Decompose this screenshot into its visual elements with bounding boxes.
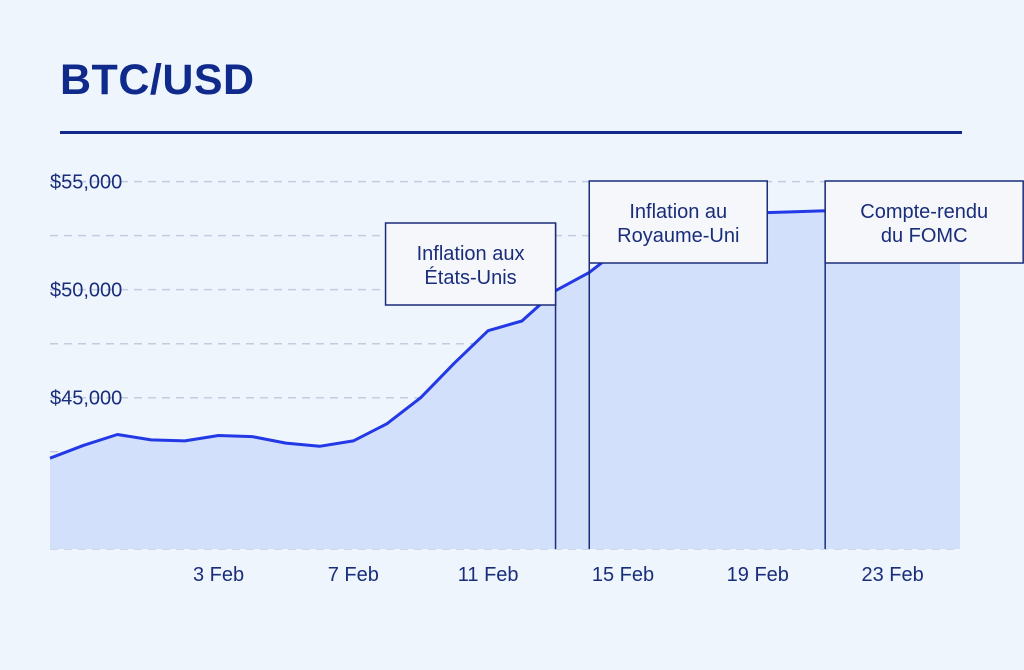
page-title: BTC/USD (60, 56, 255, 104)
y-tick-label: $50,000 (50, 280, 122, 302)
x-tick-label: 3 Feb (193, 564, 244, 586)
x-tick-label: 19 Feb (727, 564, 789, 586)
x-tick-label: 11 Feb (458, 564, 519, 586)
annotation-box (824, 180, 1024, 264)
price-line (49, 209, 961, 460)
price-area-fill (50, 210, 960, 550)
annotation-label: Compte-rendu (860, 201, 988, 223)
y-tick-label: $45,000 (50, 388, 122, 410)
x-tick-label: 7 Feb (328, 564, 379, 586)
annotation-box (384, 222, 557, 306)
y-tick-label: $55,000 (50, 172, 122, 194)
annotation-label: Royaume-Uni (617, 225, 739, 247)
annotation-box (588, 180, 769, 264)
x-axis: 3 Feb 7 Feb 11 Feb 15 Feb 19 Feb 23 Feb (193, 564, 924, 586)
annotation-label: Inflation aux (417, 243, 525, 265)
y-axis: $45,000 $50,000 $55,000 (50, 172, 122, 410)
price-area (49, 209, 961, 550)
annotation-label: Inflation au (629, 201, 727, 223)
title-divider (60, 131, 962, 134)
annotation-label: États-Unis (424, 266, 516, 289)
annotation-label: du FOMC (881, 225, 968, 247)
x-tick-label: 23 Feb (861, 564, 923, 586)
x-tick-label: 15 Feb (592, 564, 654, 586)
